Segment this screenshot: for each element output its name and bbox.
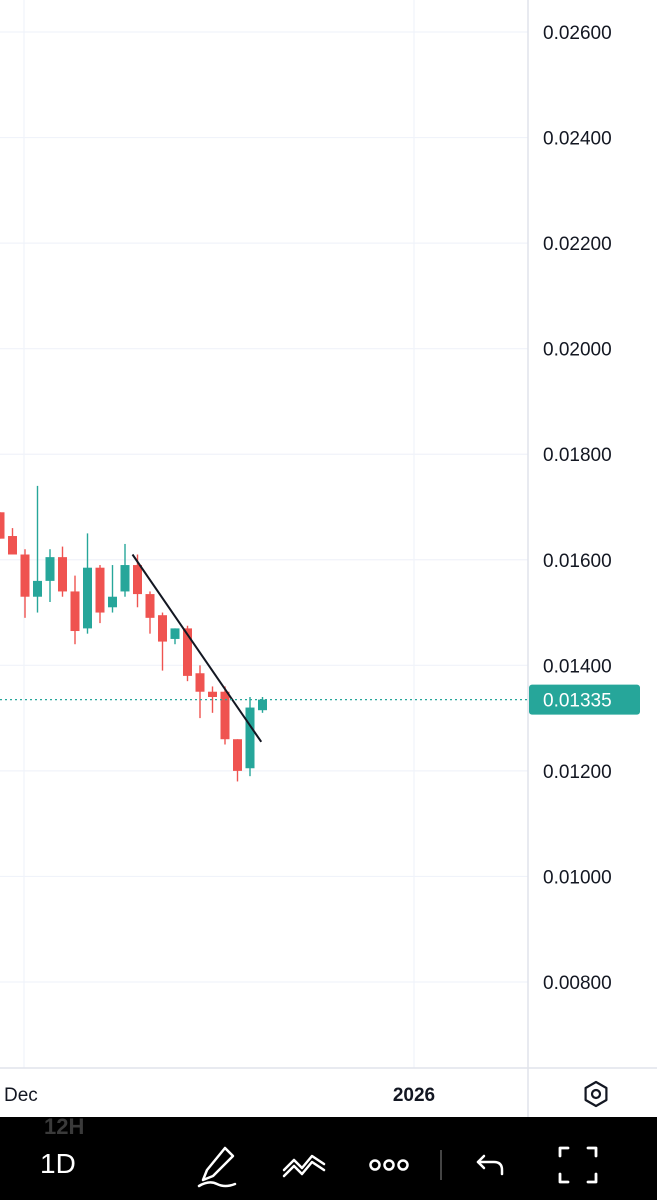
- candle[interactable]: [0, 512, 5, 539]
- candles: [0, 485, 267, 782]
- candle-body: [108, 596, 117, 608]
- price-tick-label: 0.02400: [543, 129, 612, 150]
- candle[interactable]: [108, 565, 117, 613]
- price-tick-label: 0.02000: [543, 340, 612, 361]
- time-tick-label: Dec: [4, 1085, 38, 1106]
- candle-body: [220, 691, 230, 740]
- trendline[interactable]: [131, 553, 263, 743]
- candle-body: [183, 628, 192, 676]
- candle-body: [208, 691, 217, 697]
- candle[interactable]: [170, 628, 180, 645]
- current-price-badge-bg: [529, 684, 640, 715]
- toolbar-divider: [440, 1150, 442, 1180]
- candle[interactable]: [195, 665, 205, 719]
- candle-body: [20, 554, 30, 597]
- candle-body: [233, 739, 242, 771]
- drawing-pen-icon[interactable]: [195, 1140, 239, 1190]
- candle[interactable]: [45, 549, 55, 602]
- candle[interactable]: [245, 697, 255, 777]
- candle[interactable]: [220, 686, 230, 745]
- price-tick-label: 0.01200: [543, 762, 612, 783]
- candle-body: [8, 536, 17, 555]
- candle[interactable]: [58, 546, 67, 597]
- fullscreen-icon[interactable]: [556, 1140, 600, 1190]
- indicators-icon[interactable]: [280, 1140, 328, 1190]
- candle-body: [33, 580, 42, 597]
- chart-grid: [0, 0, 528, 1068]
- candle[interactable]: [158, 612, 167, 671]
- time-tick-label: 2026: [393, 1085, 435, 1106]
- candle[interactable]: [20, 549, 30, 618]
- current-price-label: 0.01335: [543, 691, 612, 712]
- price-axis[interactable]: 0.02600 0.02400 0.02200 0.02000 0.01800 0.016…: [543, 23, 612, 994]
- candle-body: [45, 557, 55, 581]
- candle[interactable]: [33, 485, 42, 613]
- candle[interactable]: [208, 686, 217, 713]
- more-icon[interactable]: [366, 1140, 412, 1190]
- price-tick-label: 0.01000: [543, 867, 612, 888]
- candle[interactable]: [70, 575, 80, 645]
- candle-body: [158, 615, 167, 642]
- candle[interactable]: [95, 565, 105, 624]
- candle[interactable]: [8, 528, 17, 555]
- settings-hexagon-icon[interactable]: [584, 1080, 608, 1108]
- candle-body: [83, 567, 92, 629]
- candle-body: [0, 512, 5, 539]
- price-tick-label: 0.01400: [543, 656, 612, 677]
- candle-body: [258, 699, 267, 711]
- time-axis[interactable]: Dec 2026: [4, 1085, 435, 1106]
- undo-icon[interactable]: [474, 1140, 508, 1190]
- price-tick-label: 0.01600: [543, 551, 612, 572]
- price-tick-label: 0.00800: [543, 973, 612, 994]
- candle[interactable]: [120, 543, 130, 597]
- price-chart[interactable]: 0.02600 0.02400 0.02200 0.02000 0.01800 0.016…: [0, 0, 657, 1117]
- price-tick-label: 0.01800: [543, 445, 612, 466]
- candle-body: [195, 673, 205, 692]
- candle-body: [58, 557, 67, 592]
- candle-body: [145, 594, 155, 618]
- candle[interactable]: [83, 533, 92, 634]
- candle[interactable]: [145, 591, 155, 634]
- current-price-badge: 0.01335: [529, 684, 640, 715]
- price-tick-label: 0.02600: [543, 23, 612, 44]
- candle[interactable]: [258, 697, 267, 713]
- candle-body: [133, 565, 142, 595]
- candle[interactable]: [233, 739, 242, 782]
- candle-body: [120, 565, 130, 592]
- interval-button[interactable]: 1D: [40, 1148, 76, 1179]
- bottom-toolbar: [0, 1117, 657, 1200]
- candle-body: [245, 707, 255, 769]
- candle-body: [170, 628, 180, 639]
- candle-body: [70, 591, 80, 632]
- candle-body: [95, 567, 105, 613]
- sub-interval-label: 12H: [44, 1114, 85, 1139]
- price-tick-label: 0.02200: [543, 234, 612, 255]
